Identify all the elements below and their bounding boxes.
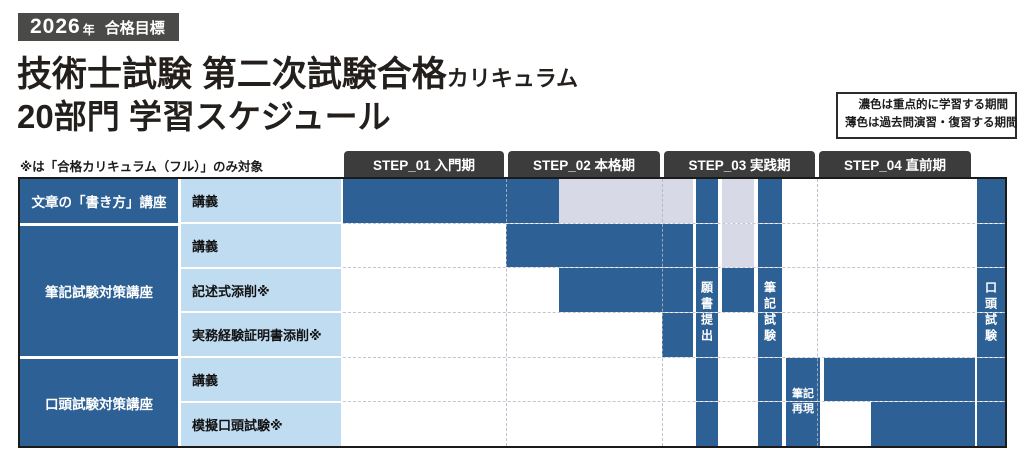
event-written-exam: 筆記試験	[762, 280, 777, 345]
step-header-row: STEP_01 入門期 STEP_02 本格期 STEP_03 実践期 STEP…	[343, 151, 1005, 177]
group-oral-exam-course: 口頭試験対策講座	[20, 359, 178, 446]
badge-year: 2026	[30, 15, 81, 38]
gantt-row	[343, 312, 1005, 357]
gantt-bar-segment	[758, 223, 782, 268]
gantt-row	[343, 267, 1005, 313]
target-year-badge: 2026 年 合格目標	[18, 13, 179, 41]
gantt-bar-segment	[977, 357, 1005, 402]
gantt-bar-segment	[696, 402, 718, 447]
legend-dark-meaning: 濃色は重点的に学習する期間	[858, 99, 1009, 111]
footnote: ※は「合格カリキュラム（フル）」のみ対象	[20, 160, 264, 174]
gantt-bar-segment	[758, 402, 782, 447]
row-label-mock-oral-exam: 模擬口頭試験※	[181, 403, 341, 446]
gantt-area: 願書提出 筆記試験 口頭試験 筆記再現	[343, 179, 1005, 447]
row-label-essay-correction: 記述式添削※	[181, 268, 341, 312]
gantt-row	[343, 222, 1005, 268]
group-writing-course: 文章の「書き方」講座	[20, 179, 178, 223]
tab-step-01: STEP_01 入門期	[344, 151, 504, 177]
color-legend: 濃色は重点的に学習する期間 薄色は過去問演習・復習する期間	[836, 92, 1018, 139]
row-label-lecture-2: 講義	[181, 223, 341, 267]
gantt-bar-segment	[758, 268, 782, 313]
gantt-bar-segment	[977, 313, 1005, 357]
gantt-row	[343, 179, 1005, 223]
gantt-bar-segment	[696, 268, 718, 313]
step-boundary-gridline	[506, 179, 507, 446]
gantt-row	[343, 401, 1005, 447]
schedule-table: STEP_01 入門期 STEP_02 本格期 STEP_03 実践期 STEP…	[18, 151, 1007, 448]
page-title-line1: 技術士試験 第二次試験合格カリキュラム	[17, 46, 578, 97]
title-main: 技術士試験 第二次試験合格	[17, 55, 447, 94]
tab-step-04: STEP_04 直前期	[819, 151, 971, 177]
event-application-submission: 願書提出	[699, 280, 714, 345]
course-group-column: 文章の「書き方」講座 筆記試験対策講座 口頭試験対策講座	[20, 179, 181, 446]
step-boundary-gridline	[662, 179, 663, 446]
gantt-bar-segment	[559, 179, 693, 223]
badge-year-suffix: 年	[82, 22, 95, 37]
course-item-column: 講義 講義 記述式添削※ 実務経験証明書添削※ 講義 模擬口頭試験※	[181, 179, 343, 446]
row-label-lecture-1: 講義	[181, 179, 341, 222]
event-oral-exam: 口頭試験	[983, 280, 998, 345]
gantt-bar-segment	[786, 402, 820, 447]
gantt-bar-segment	[824, 357, 975, 402]
tab-step-03: STEP_03 実践期	[664, 151, 815, 177]
gantt-bar-segment	[871, 402, 975, 447]
row-label-experience-cert-correction: 実務経験証明書添削※	[181, 313, 341, 357]
gantt-bar-segment	[696, 223, 718, 268]
page-title-line2: 20部門 学習スケジュール	[17, 98, 391, 135]
gantt-bar-segment	[722, 223, 754, 268]
gantt-bar-segment	[758, 179, 782, 223]
gantt-bar-segment	[696, 179, 718, 223]
title-sub: カリキュラム	[446, 66, 579, 91]
badge-goal-label: 合格目標	[104, 19, 165, 37]
gantt-bar-segment	[758, 313, 782, 357]
gantt-bar-segment	[506, 223, 693, 268]
event-written-recall: 筆記再現	[792, 387, 814, 415]
gantt-bar-segment	[758, 357, 782, 402]
gantt-bar-segment	[343, 179, 559, 223]
gantt-bar-segment	[977, 223, 1005, 268]
gantt-bar-segment	[977, 179, 1005, 223]
gantt-bar-segment	[662, 313, 693, 357]
schedule-body: 文章の「書き方」講座 筆記試験対策講座 口頭試験対策講座 講義 講義 記述式添削…	[18, 177, 1007, 448]
gantt-bar-segment	[696, 313, 718, 357]
gantt-bar-segment	[786, 357, 820, 402]
gantt-bar-segment	[977, 268, 1005, 313]
gantt-row	[343, 356, 1005, 402]
gantt-bar-segment	[977, 402, 1005, 447]
tab-step-02: STEP_02 本格期	[508, 151, 660, 177]
gantt-bar-segment	[722, 268, 754, 313]
gantt-bar-segment	[722, 179, 754, 223]
step-boundary-gridline	[817, 179, 818, 446]
legend-light-meaning: 薄色は過去問演習・復習する期間	[845, 116, 1018, 129]
gantt-bar-segment	[559, 268, 693, 313]
group-written-exam-course: 筆記試験対策講座	[20, 225, 178, 356]
gantt-bar-segment	[696, 357, 718, 402]
row-label-lecture-3: 講義	[181, 358, 341, 402]
